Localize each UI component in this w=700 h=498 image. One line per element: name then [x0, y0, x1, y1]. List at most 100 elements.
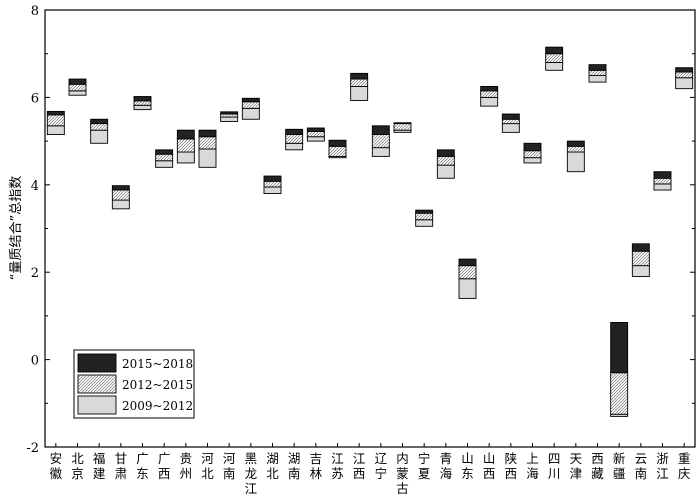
category-label-char: 州 — [180, 466, 193, 481]
category-label-char: 四 — [548, 451, 561, 466]
segment-2009-2012 — [176, 151, 195, 164]
segment-2012-2015 — [631, 250, 650, 267]
category-label-char: 河 — [223, 451, 236, 466]
legend-label: 2012~2015 — [122, 378, 193, 392]
category-label-char: 西 — [158, 466, 171, 481]
segment-2012-2015 — [155, 153, 174, 162]
segment-2012-2015 — [588, 69, 607, 76]
segment-2012-2015 — [111, 189, 130, 201]
segment-2009-2012 — [675, 77, 694, 90]
segment-2012-2015 — [458, 265, 477, 280]
category-label-char: 吉 — [310, 451, 323, 466]
category-label-char: 西 — [505, 466, 518, 481]
segment-2009-2012 — [588, 75, 607, 83]
segment-2009-2012 — [285, 142, 304, 151]
segment-2009-2012 — [241, 107, 260, 120]
bar-福建 — [90, 118, 109, 144]
segment-2009-2012 — [545, 61, 564, 71]
category-label-char: 北 — [201, 466, 214, 481]
bar-吉林 — [306, 127, 325, 142]
segment-2015-2018 — [198, 129, 217, 138]
category-label-char: 上 — [526, 451, 539, 466]
legend-swatch — [77, 374, 117, 394]
segment-2015-2018 — [155, 149, 174, 155]
category-label-char: 西 — [483, 466, 496, 481]
category-label-char: 安 — [50, 451, 63, 466]
segment-2015-2018 — [68, 78, 87, 85]
category-label-char: 广 — [136, 451, 149, 466]
segment-2012-2015 — [545, 53, 564, 63]
bar-内蒙古 — [393, 122, 412, 133]
category-label-char: 江 — [245, 481, 258, 496]
bar-北京 — [68, 78, 87, 96]
segment-2015-2018 — [263, 175, 282, 182]
bar-黑龙江 — [241, 97, 260, 120]
segment-2012-2015 — [328, 145, 347, 157]
segment-2015-2018 — [458, 258, 477, 267]
category-label-char: 西 — [353, 466, 366, 481]
segment-2009-2012 — [90, 129, 109, 144]
segment-2012-2015 — [306, 131, 325, 138]
segment-2012-2015 — [501, 118, 520, 125]
segment-2012-2015 — [350, 78, 369, 87]
category-label-char: 辽 — [375, 451, 388, 466]
bar-安徽 — [46, 110, 65, 135]
category-label-char: 林 — [310, 466, 323, 481]
segment-2015-2018 — [176, 129, 195, 140]
segment-2009-2012 — [371, 147, 390, 157]
segment-2015-2018 — [653, 171, 672, 179]
segment-2015-2018 — [523, 142, 542, 152]
segment-2009-2012 — [566, 151, 585, 173]
legend-label: 2009~2012 — [122, 399, 193, 413]
segment-2015-2018 — [610, 322, 629, 374]
segment-2012-2015 — [371, 134, 390, 149]
segment-2015-2018 — [436, 149, 455, 157]
segment-2015-2018 — [133, 96, 152, 102]
bar-河北 — [198, 129, 217, 168]
bar-重庆 — [675, 67, 694, 90]
category-label-char: 疆 — [613, 466, 626, 481]
category-label-char: 陕 — [505, 451, 518, 466]
category-label-char: 重 — [678, 451, 691, 466]
segment-2015-2018 — [241, 97, 260, 103]
segment-2012-2015 — [480, 90, 499, 98]
segment-2015-2018 — [90, 118, 109, 125]
y-tick-label: 2 — [31, 266, 39, 281]
segment-2015-2018 — [328, 139, 347, 147]
bar-天津 — [566, 140, 585, 173]
category-label-char: 南 — [223, 466, 236, 481]
legend: 2015~2018 2012~2015 2009~2012 — [73, 349, 195, 419]
category-label-char: 苏 — [331, 466, 344, 481]
segment-2012-2015 — [263, 180, 282, 188]
segment-2009-2012 — [68, 90, 87, 96]
segment-2012-2015 — [241, 101, 260, 109]
category-label-char: 云 — [635, 451, 648, 466]
bar-新疆 — [610, 322, 629, 417]
segment-2012-2015 — [523, 150, 542, 159]
segment-2015-2018 — [220, 111, 239, 115]
bar-西藏 — [588, 64, 607, 83]
segment-2012-2015 — [68, 83, 87, 92]
bars-layer — [46, 46, 694, 417]
y-axis: -2 0 2 4 6 8 — [26, 4, 695, 456]
category-label-char: 新 — [613, 451, 626, 466]
category-label-char: 藏 — [591, 466, 604, 481]
segment-2015-2018 — [393, 122, 412, 125]
bar-湖南 — [285, 128, 304, 151]
bar-青海 — [436, 149, 455, 179]
bar-广西 — [155, 149, 174, 168]
y-tick-label: -2 — [26, 441, 39, 456]
y-tick-label: 6 — [31, 91, 39, 106]
category-label-char: 古 — [396, 481, 409, 496]
category-label-char: 甘 — [115, 451, 128, 466]
segment-2015-2018 — [371, 125, 390, 135]
x-axis: 安徽北京福建甘肃广东广西贵州河北河南黑龙江湖北湖南吉林江苏江西辽宁内蒙古宁夏青海… — [50, 443, 691, 496]
category-label-char: 广 — [158, 451, 171, 466]
bar-辽宁 — [371, 125, 390, 157]
category-label-char: 北 — [266, 466, 279, 481]
bar-山西 — [480, 86, 499, 107]
bar-广东 — [133, 96, 152, 111]
bar-贵州 — [176, 129, 195, 164]
segment-2009-2012 — [46, 125, 65, 135]
category-label-char: 夏 — [418, 466, 431, 481]
